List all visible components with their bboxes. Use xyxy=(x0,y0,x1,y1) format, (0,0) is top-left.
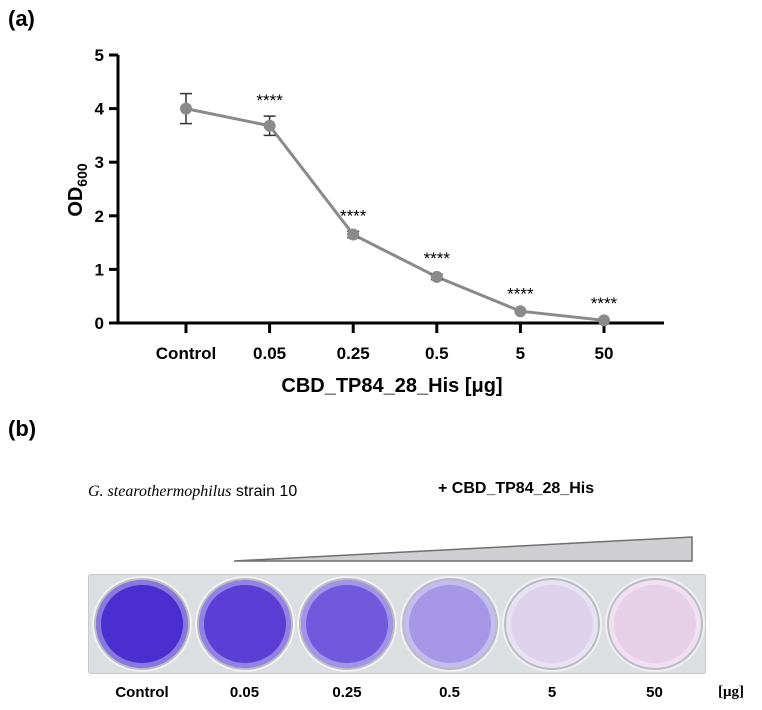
x-tick-label: 50 xyxy=(595,344,614,363)
well-label: 5 xyxy=(547,684,557,701)
series-line xyxy=(185,107,605,322)
significance-annotation: **** xyxy=(507,285,534,304)
well-label: 0.05 xyxy=(229,684,260,701)
y-tick-label: 1 xyxy=(95,260,104,279)
treatment-label: + CBD_TP84_28_His xyxy=(438,480,595,497)
well-1 xyxy=(94,578,190,670)
y-tick-label: 4 xyxy=(95,100,105,119)
significance-annotation: **** xyxy=(424,249,451,268)
significance-annotation: **** xyxy=(591,294,618,313)
strain-label: G. stearothermophilus strain 10 xyxy=(88,483,297,501)
well-6 xyxy=(606,578,703,670)
x-tick-label: 0.5 xyxy=(425,344,449,363)
well-label: 0.25 xyxy=(332,684,362,701)
x-tick-label: 5 xyxy=(516,344,525,363)
well-label: 0.5 xyxy=(439,684,460,701)
data-point xyxy=(347,228,360,241)
well-4 xyxy=(401,578,498,670)
data-point xyxy=(598,314,610,327)
y-tick-label: 0 xyxy=(95,314,104,333)
well-5 xyxy=(504,578,600,670)
y-tick-label: 5 xyxy=(95,46,104,65)
well-label: Control xyxy=(115,684,169,701)
significance-annotation: **** xyxy=(256,91,283,110)
y-axis-label: OD600 xyxy=(65,163,90,217)
data-point xyxy=(430,270,443,283)
y-tick-label: 3 xyxy=(95,153,104,172)
concentration-gradient-wedge xyxy=(233,536,693,562)
significance-annotation: **** xyxy=(340,206,367,225)
well-label: 50 xyxy=(646,684,663,701)
well-2 xyxy=(196,578,293,670)
data-point xyxy=(263,119,276,132)
panel-b-label: (b) xyxy=(8,416,37,441)
strain-suffix: strain 10 xyxy=(231,483,298,500)
y-axis: 0 1 2 3 4 5 xyxy=(95,46,118,333)
unit-label: [μg] xyxy=(718,684,744,700)
x-axis: Control 0.05 0.25 0.5 5 50 xyxy=(156,323,614,363)
x-axis-label: CBD_TP84_28_His [μg] xyxy=(281,375,502,397)
x-tick-label: Control xyxy=(156,344,216,363)
y-tick-label: 2 xyxy=(95,207,104,226)
panel-a-label: (a) xyxy=(8,6,35,31)
data-point xyxy=(514,305,527,318)
strain-species: G. stearothermophilus xyxy=(88,483,232,500)
data-points: **** **** **** **** **** xyxy=(180,91,618,327)
x-tick-label: 0.25 xyxy=(337,344,370,363)
data-point xyxy=(180,102,192,115)
well-3 xyxy=(299,578,395,670)
x-tick-label: 0.05 xyxy=(253,344,286,363)
well-plate-photo xyxy=(88,574,706,674)
